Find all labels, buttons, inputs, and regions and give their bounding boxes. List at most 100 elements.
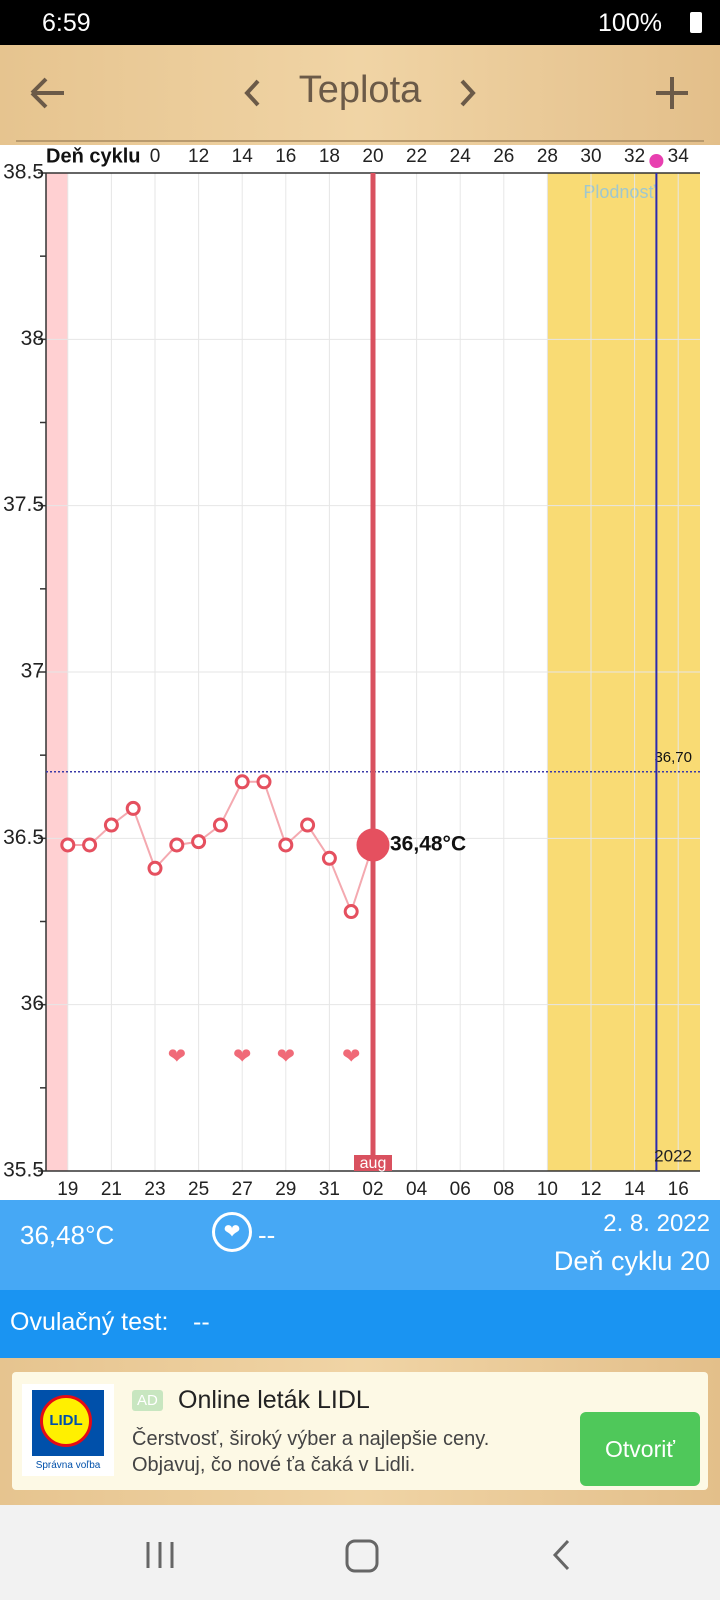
y-tick-label: 38.5 [3,161,44,184]
ovulation-label: Ovulačný test: [10,1308,169,1336]
header-icons [16,77,704,142]
nav-bar [0,1505,720,1600]
heart-icon[interactable]: ❤ [212,1212,252,1252]
logo-caption: Správna voľba [35,1460,101,1471]
selected-point [356,828,390,862]
x-tick-label: 16 [668,1179,689,1200]
recents-button[interactable] [146,1542,174,1568]
header-title: Teplota [298,69,422,111]
cycle-day: Deň cyklu 20 [553,1246,710,1276]
x-tick-label: 12 [580,1179,601,1200]
x-tick-label: 25 [188,1179,209,1200]
x-tick-label: 0 [150,146,161,167]
point [234,774,250,790]
value-label: 36,48°C [390,833,466,856]
ovulation-value: -- [193,1308,210,1336]
x-tick-label: 23 [144,1179,165,1200]
point [212,817,228,833]
x-tick-label: 14 [624,1179,646,1200]
ad-logo: LIDL Správna voľba [22,1384,114,1476]
x-tick-label: 14 [232,146,254,167]
year-label: 2022 [654,1146,692,1165]
ad-area: LIDL Správna voľba AD Online leták LIDL … [0,1358,720,1505]
x-tick-label: 20 [362,146,383,167]
y-tick-label: 36.5 [3,826,44,849]
x-tick-label: 34 [668,146,690,167]
point [147,860,163,876]
threshold-label: 36,70 [654,749,692,766]
point [321,850,337,866]
ad-line: Čerstvosť, široký výber a najlepšie ceny… [132,1428,490,1450]
x-tick-label: 28 [537,146,558,167]
logo-text: LIDL [40,1395,92,1447]
point [300,817,316,833]
battery-icon [690,12,702,33]
y-tick-label: 36 [21,992,44,1015]
intercourse: -- [258,1220,276,1250]
header: Teplota [0,45,720,145]
x-tick-label: 16 [275,146,296,167]
x-tick-label: 30 [580,146,601,167]
add-button[interactable] [656,77,688,109]
y-tick-label: 37 [21,660,44,683]
status-bar: 6:59 100% [0,0,720,45]
x-tick-label: 31 [319,1179,340,1200]
point [125,800,141,816]
x-tick-label: 18 [319,146,340,167]
next-button[interactable] [460,79,476,107]
ad-card[interactable]: LIDL Správna voľba AD Online leták LIDL … [12,1372,708,1490]
x-tick-label: 12 [188,146,209,167]
x-tick-label: 22 [406,146,427,167]
x-tick-label: 19 [57,1179,78,1200]
x-tick-label: 32 [624,146,645,167]
chart: Plodnosť 19 21 23 25 27 29 31 02 04 06 08 10 12 14 16 0 1… [3,145,700,1200]
point [343,904,359,920]
prev-button[interactable] [244,79,260,107]
home-button[interactable] [345,1539,379,1573]
point [82,837,98,853]
y-tick-label: 37.5 [3,493,44,516]
today-label: aug [360,1155,387,1172]
ad-line: Objavuj, čo nové ťa čaká v Lidli. [132,1454,416,1476]
info-panel: 36,48°C ❤ -- 2. 8. 2022 Deň cyklu 20 [0,1200,720,1290]
battery: 100% [598,9,662,37]
x-tick-label: 24 [450,146,472,167]
point [103,817,119,833]
heart: ❤ [277,1044,295,1069]
x-tick-label: 10 [537,1179,558,1200]
point [278,837,294,853]
ad-badge: AD [132,1390,163,1411]
y-tick-label: 35.5 [3,1159,44,1182]
time: 6:59 [42,9,91,37]
ovulation-dot [649,154,664,168]
x-tick-label: 02 [362,1179,383,1200]
x-tick-label: 21 [101,1179,122,1200]
x-tick-label: 06 [450,1179,471,1200]
ovulation-test[interactable]: Ovulačný test: -- [0,1290,720,1358]
nav-back-button[interactable] [552,1539,570,1571]
x-tick-label: 08 [493,1179,514,1200]
point [256,774,272,790]
ad-button[interactable]: Otvoriť [580,1412,700,1486]
y-tick-label: 38 [21,327,44,350]
fertile-label: Plodnosť [583,182,655,202]
ad-title: Online leták LIDL [178,1386,370,1414]
heart: ❤ [342,1044,360,1069]
date: 2. 8. 2022 [603,1210,710,1237]
today-label-bg [354,1155,392,1171]
point [169,837,185,853]
label-bg [44,145,140,171]
nav-icons [146,1539,570,1573]
point [191,834,207,850]
x-tick-label: 27 [232,1179,253,1200]
x-tick-label: 04 [406,1179,428,1200]
heart: ❤ [168,1044,186,1069]
temperature: 36,48°C [20,1220,115,1250]
point [60,837,76,853]
x-tick-label: 29 [275,1179,296,1200]
x-axis-label: Deň cyklu [46,145,140,167]
heart: ❤ [233,1044,251,1069]
x-tick-label: 26 [493,146,514,167]
back-button[interactable] [30,77,64,109]
